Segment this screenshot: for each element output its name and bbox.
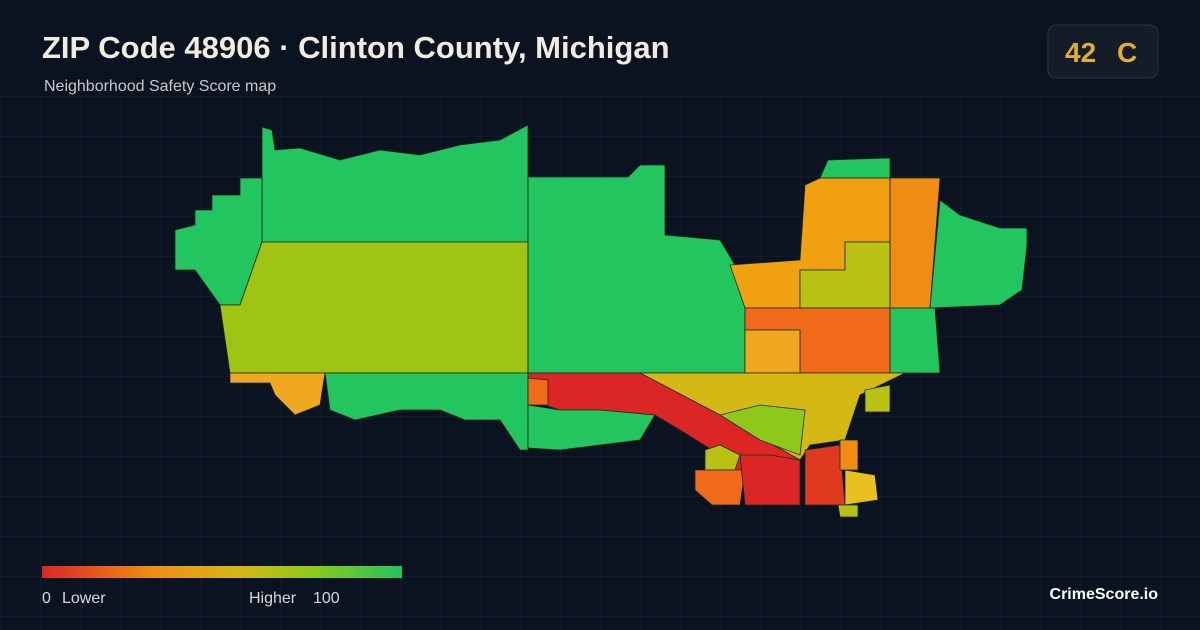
- region: [719, 404, 806, 456]
- region: [744, 329, 801, 374]
- region: [819, 157, 891, 179]
- brand: CrimeScore.io: [1050, 586, 1159, 603]
- region: [929, 199, 1028, 309]
- region: [694, 469, 746, 506]
- region: [839, 439, 859, 471]
- score: 42: [1065, 37, 1096, 68]
- legend-scale: [42, 566, 402, 578]
- title: ZIP Code 48906 · Clinton County, Michiga…: [42, 30, 670, 65]
- legend-max-label: Higher: [249, 590, 297, 607]
- region: [889, 307, 941, 374]
- subtitle: Neighborhood Safety Score map: [44, 78, 276, 95]
- legend-min: 0: [42, 590, 51, 607]
- region: [837, 504, 859, 518]
- zip-map: [174, 124, 1028, 518]
- region: [174, 177, 263, 306]
- region: [527, 377, 549, 406]
- region: [804, 444, 846, 506]
- region: [864, 384, 891, 413]
- region: [739, 454, 801, 506]
- score-badge: [1047, 24, 1159, 79]
- region: [527, 404, 656, 451]
- region: [229, 372, 326, 416]
- legend-min-label: Lower: [62, 590, 106, 607]
- grade: C: [1117, 37, 1137, 68]
- legend-max: 100: [313, 590, 340, 607]
- region: [219, 241, 529, 374]
- region: [844, 469, 879, 506]
- region: [704, 444, 741, 471]
